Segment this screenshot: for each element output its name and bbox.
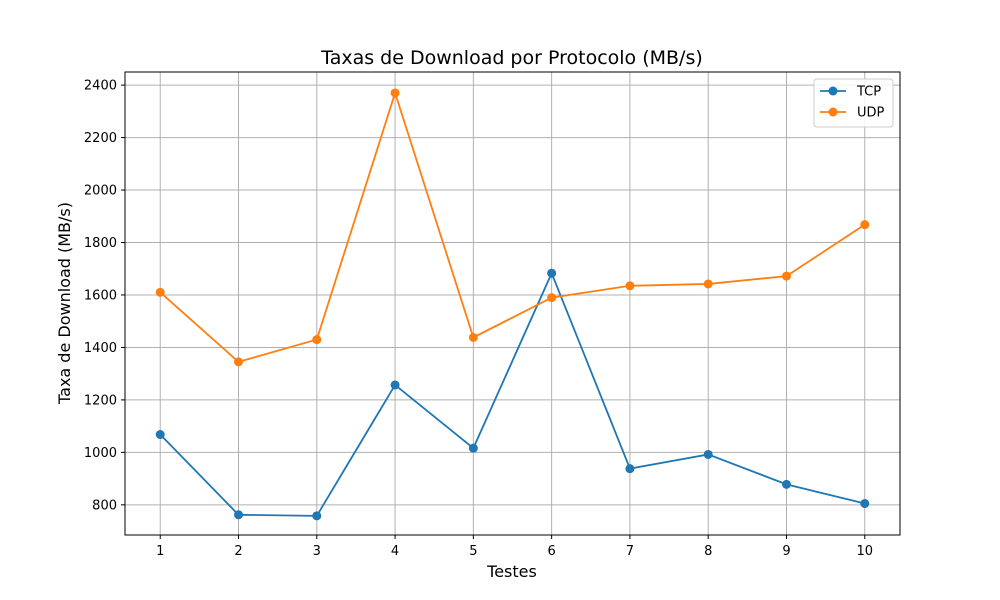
legend-marker-udp <box>828 107 838 117</box>
data-point-tcp <box>234 510 244 520</box>
x-tick-label: 2 <box>234 544 242 559</box>
y-tick-label: 1200 <box>84 393 117 408</box>
data-point-udp <box>312 335 322 345</box>
y-tick-label: 2400 <box>84 79 117 94</box>
y-tick-label: 1400 <box>84 341 117 356</box>
legend-entry-tcp: TCP <box>820 85 881 100</box>
data-point-udp <box>625 281 635 291</box>
data-point-udp <box>781 271 791 281</box>
data-point-udp <box>547 293 557 303</box>
legend: TCP UDP <box>813 78 894 128</box>
data-point-tcp <box>703 449 713 459</box>
data-point-tcp <box>312 511 322 521</box>
data-point-tcp <box>781 479 791 489</box>
data-point-tcp <box>468 443 478 453</box>
y-tick-label: 1000 <box>84 446 117 461</box>
y-tick-label: 1800 <box>84 236 117 251</box>
x-tick-label: 9 <box>782 544 790 559</box>
legend-entry-udp: UDP <box>820 106 885 121</box>
data-point-tcp <box>155 430 165 440</box>
legend-label-udp: UDP <box>857 106 885 121</box>
y-axis: 800 1000 1200 1400 1600 1800 2000 2200 2400 <box>84 79 125 513</box>
data-point-tcp <box>390 380 400 390</box>
x-axis-label: Testes <box>486 562 537 581</box>
data-point-tcp <box>547 268 557 278</box>
series-line-udp <box>159 90 866 363</box>
x-axis: 1 2 3 4 5 6 7 8 9 10 <box>156 535 873 559</box>
data-point-udp <box>860 220 870 230</box>
data-point-udp <box>234 357 244 367</box>
data-point-tcp <box>860 499 870 509</box>
chart-title: Taxas de Download por Protocolo (MB/s) <box>320 47 703 69</box>
legend-label-tcp: TCP <box>856 85 881 100</box>
y-tick-label: 2200 <box>84 131 117 146</box>
plot-frame <box>124 71 901 536</box>
series-layer <box>155 88 870 521</box>
y-tick-label: 2000 <box>84 184 117 199</box>
x-tick-label: 5 <box>469 544 477 559</box>
x-tick-label: 8 <box>704 544 712 559</box>
x-tick-label: 4 <box>391 544 399 559</box>
x-tick-label: 3 <box>313 544 321 559</box>
grid <box>125 72 900 535</box>
x-tick-label: 1 <box>156 544 164 559</box>
data-point-udp <box>468 332 478 342</box>
data-point-tcp <box>625 464 635 474</box>
series-line-tcp <box>159 270 865 517</box>
x-tick-label: 10 <box>856 544 873 559</box>
legend-marker-tcp <box>828 86 838 96</box>
y-tick-label: 1600 <box>84 288 117 303</box>
data-point-udp <box>155 287 165 297</box>
y-axis-label: Taxa de Download (MB/s) <box>55 202 74 405</box>
data-point-udp <box>390 88 400 98</box>
data-point-udp <box>703 279 713 289</box>
y-tick-label: 800 <box>92 498 117 513</box>
x-tick-label: 6 <box>548 544 556 559</box>
series-tcp <box>155 268 870 521</box>
series-udp <box>155 88 870 367</box>
x-tick-label: 7 <box>626 544 634 559</box>
